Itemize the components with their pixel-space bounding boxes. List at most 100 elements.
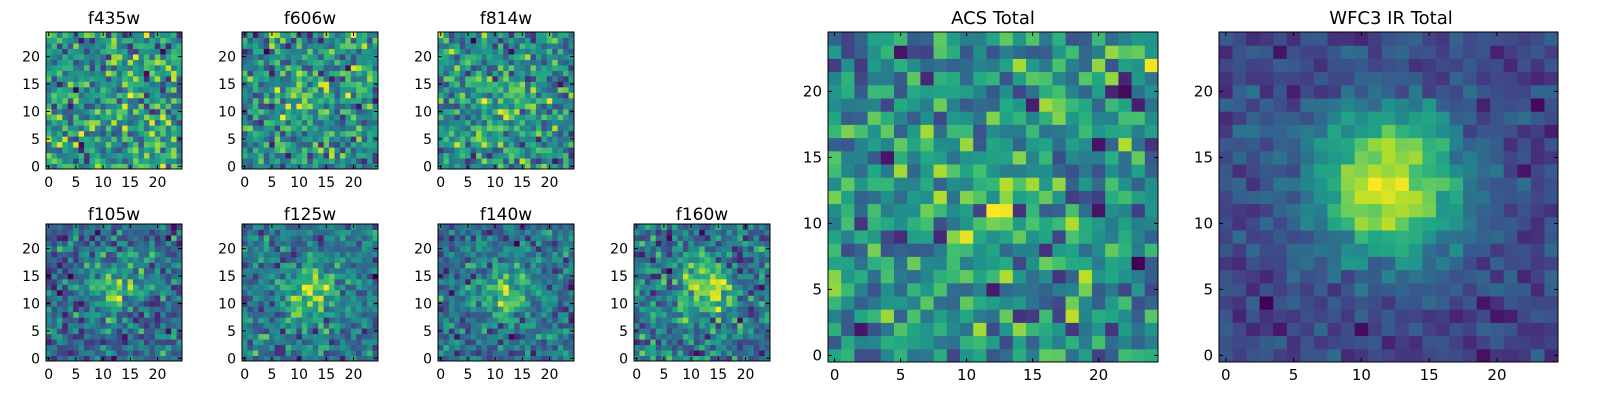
heatmap-cell [285, 48, 292, 55]
y-tick-label: 15 [22, 77, 40, 93]
heatmap-cell [465, 125, 472, 132]
heatmap-cell [154, 86, 161, 93]
heatmap-cell [563, 59, 570, 66]
heatmap-cell [557, 81, 564, 88]
heatmap-cell [503, 64, 510, 71]
heatmap-cell [459, 262, 466, 269]
heatmap-cell [1078, 164, 1093, 178]
heatmap-cell [470, 224, 477, 230]
heatmap-cell [94, 240, 101, 247]
heatmap-cell [242, 70, 248, 77]
heatmap-cell [372, 317, 379, 324]
heatmap-cell [1026, 348, 1040, 363]
heatmap-cell [497, 147, 504, 154]
heatmap-cell [519, 306, 526, 313]
heatmap-cell [100, 92, 107, 99]
heatmap-cell [274, 278, 281, 285]
heatmap-cell [503, 75, 510, 82]
heatmap-cell [285, 97, 292, 104]
heatmap-cell [171, 339, 178, 346]
heatmap-cell [731, 339, 738, 346]
heatmap-cell [655, 311, 662, 318]
heatmap-cell [1039, 190, 1053, 205]
heatmap-cell [541, 339, 548, 346]
heatmap-cell [530, 317, 537, 324]
heatmap-cell [242, 284, 248, 291]
heatmap-cell [1131, 348, 1146, 363]
heatmap-cell [160, 333, 167, 340]
heatmap-cell [476, 273, 483, 280]
heatmap-cell [699, 311, 706, 318]
heatmap-cell [525, 125, 531, 132]
heatmap-cell [116, 278, 123, 285]
heatmap-cell [149, 267, 156, 274]
heatmap-cell [323, 311, 330, 318]
heatmap-cell [459, 317, 466, 324]
heatmap-cell [481, 267, 488, 274]
heatmap-cell [465, 328, 472, 335]
heatmap-cell [263, 86, 270, 93]
heatmap-cell [356, 306, 363, 313]
heatmap-cell [149, 130, 156, 137]
heatmap-cell [296, 284, 303, 291]
heatmap-cell [274, 256, 281, 263]
heatmap-cell [508, 300, 515, 307]
heatmap-cell [677, 224, 684, 230]
heatmap-cell [143, 119, 150, 126]
heatmap-cell [176, 147, 183, 154]
heatmap-cell [143, 108, 150, 115]
heatmap-cell [688, 300, 695, 307]
heatmap-cell [655, 322, 662, 329]
heatmap-cell [329, 125, 335, 132]
heatmap-cell [46, 75, 52, 82]
heatmap-cell [105, 289, 112, 296]
heatmap-cell [1065, 282, 1080, 297]
heatmap-cell [51, 234, 58, 241]
heatmap-cell [715, 289, 722, 296]
heatmap-cell [143, 86, 150, 93]
heatmap-cell [1052, 190, 1067, 205]
heatmap-cell [143, 289, 150, 296]
heatmap-cell [867, 203, 882, 218]
heatmap-cell [339, 152, 346, 159]
heatmap-cell [296, 295, 303, 302]
heatmap-cell [486, 322, 493, 329]
heatmap-cell [247, 333, 254, 340]
heatmap-cell [334, 262, 341, 269]
heatmap-cell [367, 42, 374, 49]
heatmap-cell [552, 70, 559, 77]
heatmap-cell [715, 322, 722, 329]
heatmap-cell [1131, 243, 1146, 257]
heatmap-cell [650, 328, 657, 335]
heatmap-cell [960, 190, 974, 205]
heatmap-cell [1118, 335, 1133, 350]
heatmap-cell [759, 256, 766, 263]
heatmap-cell [737, 256, 744, 263]
heatmap-cell [67, 163, 74, 170]
heatmap-cell [111, 267, 118, 274]
heatmap-cell [1105, 177, 1119, 191]
heatmap-cell [644, 278, 651, 285]
heatmap-cell [535, 273, 542, 280]
heatmap-cell [677, 355, 684, 362]
heatmap-cell [443, 344, 450, 351]
heatmap-cell [503, 355, 510, 362]
heatmap-cell [828, 296, 842, 310]
heatmap-cell [688, 306, 695, 313]
heatmap-cell [497, 289, 504, 296]
heatmap-cell [721, 240, 727, 247]
heatmap-cell [530, 322, 537, 329]
heatmap-cell [56, 32, 63, 38]
heatmap-cell [154, 350, 161, 357]
heatmap-cell [138, 333, 145, 340]
heatmap-cell [448, 59, 455, 66]
heatmap-cell [486, 300, 493, 307]
heatmap-cell [307, 141, 314, 148]
heatmap-cell [361, 322, 368, 329]
heatmap-cell [160, 64, 167, 71]
heatmap-cell [100, 300, 107, 307]
heatmap-cell [122, 229, 129, 236]
heatmap-cell [519, 289, 526, 296]
heatmap-cell [339, 64, 346, 71]
heatmap-cell [644, 289, 651, 296]
